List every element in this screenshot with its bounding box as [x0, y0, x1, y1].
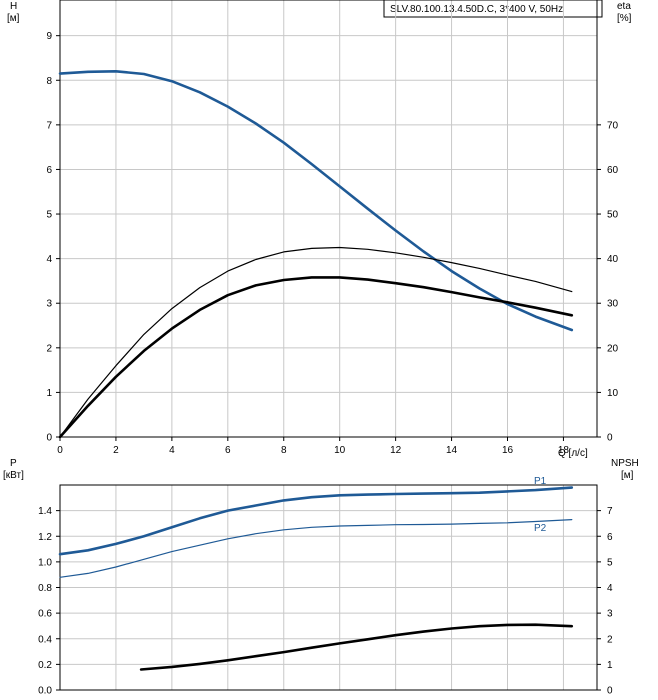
- bottom-left-tick-label: 0.2: [38, 660, 52, 671]
- top-left-axis-label: H: [10, 1, 17, 12]
- bottom-left-tick-label: 0.0: [38, 686, 52, 697]
- top-right-tick-label: 60: [607, 165, 619, 176]
- bottom-left-tick-label: 0.8: [38, 583, 52, 594]
- p1-series-label: P1: [534, 476, 547, 487]
- top-right-tick-label: 70: [607, 120, 619, 131]
- p2-series-label: P2: [534, 523, 547, 534]
- pump-label: SLV.80.100.13.4.50D.C, 3*400 V, 50Hz: [390, 4, 563, 15]
- top-left-tick-label: 6: [46, 165, 52, 176]
- top-left-tick-label: 8: [46, 76, 52, 87]
- series-line-eta_thin: [59, 246, 573, 438]
- pump-label-box: [383, 0, 603, 18]
- top-left-axis-unit: [м]: [7, 13, 20, 24]
- top-right-tick-label: 40: [607, 254, 619, 265]
- bottom-left-tick-label: 1.0: [38, 557, 52, 568]
- top-right-tick-label: 10: [607, 388, 619, 399]
- top-left-tick-label: 2: [46, 343, 52, 354]
- bottom-left-tick-label: 1.4: [38, 506, 52, 517]
- bottom-left-tick-label: 0.6: [38, 609, 52, 620]
- top-left-tick-label: 4: [46, 254, 52, 265]
- series-line-NPSH: [139, 623, 574, 671]
- top-left-tick-label: 5: [46, 210, 52, 221]
- x-tick-label: 6: [225, 445, 231, 456]
- series-line-P2: [59, 519, 573, 578]
- top-left-tick-label: 1: [46, 388, 52, 399]
- bottom-left-axis-label: P: [10, 458, 17, 469]
- bottom-right-tick-label: 4: [607, 583, 613, 594]
- bottom-right-tick-label: 6: [607, 532, 613, 543]
- series-line-H: [58, 70, 574, 332]
- x-tick-label: 12: [390, 445, 402, 456]
- top-plot-frame: [59, 0, 598, 438]
- top-right-tick-label: 20: [607, 343, 619, 354]
- bottom-right-tick-label: 7: [607, 506, 613, 517]
- top-right-tick-label: 0: [607, 433, 613, 444]
- bottom-right-tick-label: 5: [607, 557, 613, 568]
- top-right-axis-unit: [%]: [617, 13, 632, 24]
- top-right-axis-label: eta: [617, 1, 631, 12]
- x-tick-label: 16: [502, 445, 514, 456]
- top-left-tick-label: 7: [46, 120, 52, 131]
- x-tick-label: 18: [558, 445, 570, 456]
- bottom-right-axis-unit: [м]: [621, 470, 634, 481]
- top-left-tick-label: 3: [46, 299, 52, 310]
- series-line-P1: [58, 486, 574, 556]
- top-left-tick-label: 9: [46, 31, 52, 42]
- x-tick-label: 4: [169, 445, 175, 456]
- top-left-tick-label: 0: [46, 433, 52, 444]
- x-tick-label: 10: [334, 445, 346, 456]
- bottom-left-tick-label: 0.4: [38, 634, 52, 645]
- top-right-tick-label: 30: [607, 299, 619, 310]
- x-tick-label: 0: [57, 445, 63, 456]
- bottom-right-tick-label: 3: [607, 609, 613, 620]
- bottom-left-tick-label: 1.2: [38, 532, 52, 543]
- x-tick-label: 14: [446, 445, 458, 456]
- series-line-eta_thick: [58, 276, 574, 439]
- top-right-tick-label: 50: [607, 210, 619, 221]
- x-tick-label: 2: [113, 445, 119, 456]
- bottom-left-axis-unit: [кВт]: [3, 470, 24, 481]
- bottom-right-axis-label: NPSH: [611, 458, 639, 469]
- x-tick-label: 8: [281, 445, 287, 456]
- x-axis-label: Q [л/с]: [558, 448, 588, 459]
- bottom-right-tick-label: 1: [607, 660, 613, 671]
- bottom-plot-frame: [59, 484, 598, 691]
- bottom-right-tick-label: 0: [607, 686, 613, 697]
- bottom-right-tick-label: 2: [607, 634, 613, 645]
